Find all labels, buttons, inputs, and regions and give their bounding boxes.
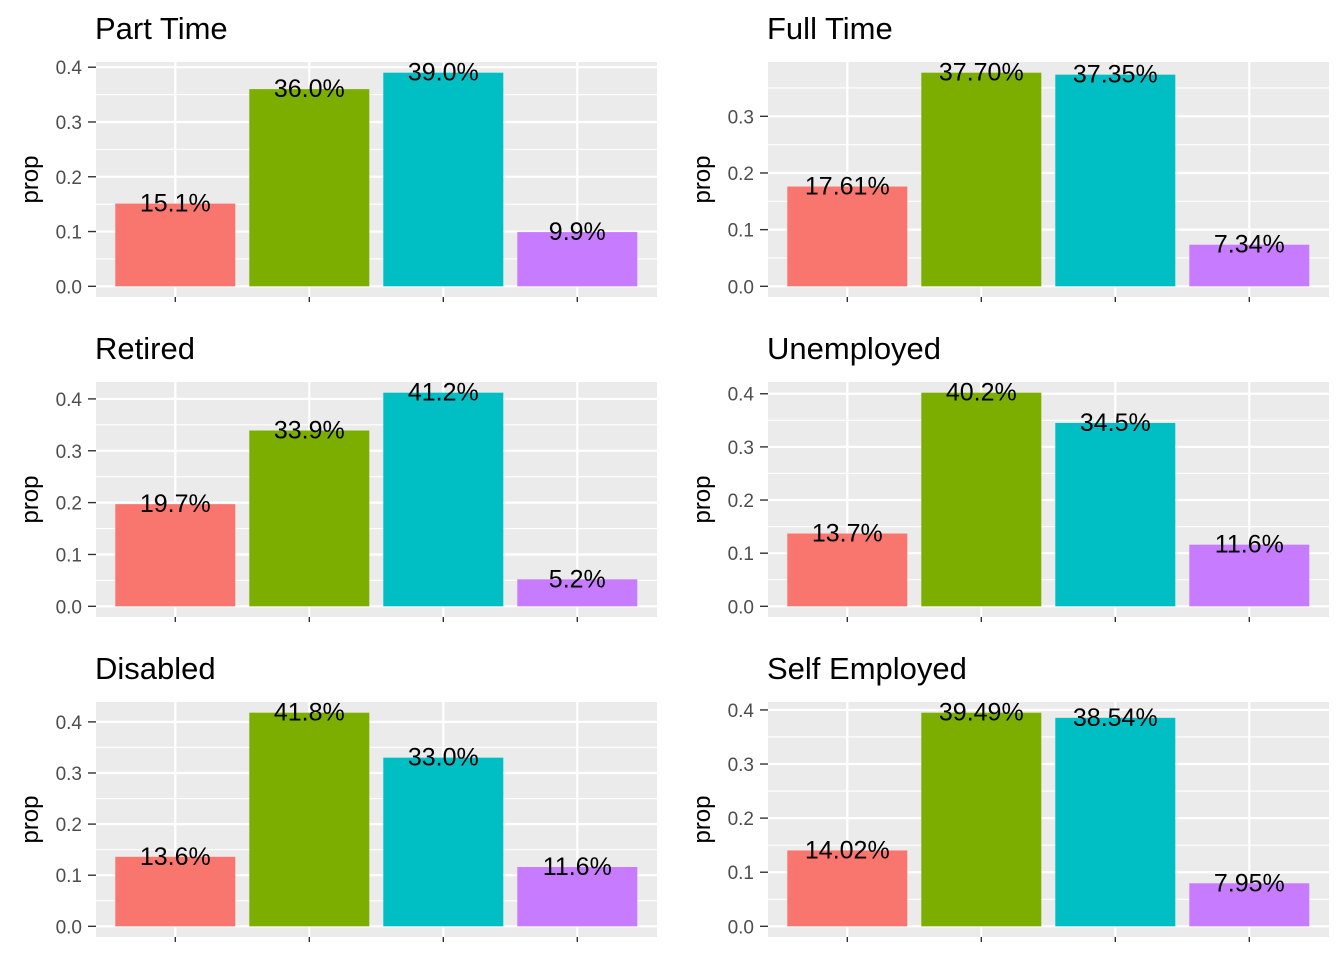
y-tick-label: 0.4	[56, 58, 83, 79]
bar-0	[115, 856, 236, 927]
facet-panel-2: 19.7% 33.9% 41.2% 5.2% 0.0 0.1 0.2 0.3 0.4 prop Re…	[17, 331, 657, 622]
bar-1	[921, 712, 1042, 927]
bar-2	[383, 72, 504, 287]
y-tick-label: 0.0	[728, 917, 754, 938]
bar-0	[787, 850, 908, 927]
y-tick-label: 0.3	[728, 438, 754, 459]
facet-panel-4: 13.6% 41.8% 33.0% 11.6% 0.0 0.1 0.2 0.3 0.4 prop D…	[17, 651, 657, 942]
bar-label-1: 39.49%	[939, 699, 1024, 727]
bar-2	[383, 757, 504, 927]
y-tick-label: 0.2	[728, 491, 754, 512]
panel-title: Self Employed	[767, 651, 967, 686]
panel-title: Disabled	[95, 651, 216, 686]
bar-label-0: 19.7%	[140, 490, 211, 518]
bar-1	[921, 72, 1042, 287]
y-tick-label: 0.4	[728, 385, 755, 406]
y-tick-label: 0.4	[728, 701, 755, 722]
y-tick-label: 0.0	[56, 277, 82, 298]
y-tick-label: 0.3	[56, 764, 82, 785]
y-tick-label: 0.2	[728, 809, 754, 830]
y-axis-title: prop	[689, 155, 716, 203]
bar-label-1: 40.2%	[946, 379, 1017, 407]
bar-3	[1189, 244, 1310, 287]
y-tick-label: 0.1	[728, 544, 754, 565]
bar-label-2: 39.0%	[408, 59, 479, 87]
bar-label-2: 37.35%	[1073, 61, 1158, 89]
bar-label-0: 14.02%	[805, 836, 890, 864]
bar-1	[249, 430, 370, 607]
bar-label-0: 15.1%	[140, 190, 211, 218]
bar-label-1: 36.0%	[274, 75, 345, 103]
bar-0	[787, 186, 908, 287]
panel-title: Retired	[95, 331, 195, 366]
bar-1	[249, 712, 370, 927]
y-tick-label: 0.2	[56, 168, 82, 189]
y-tick-label: 0.3	[728, 755, 754, 776]
y-tick-label: 0.2	[56, 815, 82, 836]
y-tick-label: 0.0	[728, 597, 754, 618]
y-tick-label: 0.1	[728, 863, 754, 884]
bar-label-1: 37.70%	[939, 59, 1024, 87]
y-axis-title: prop	[17, 795, 44, 843]
bar-label-3: 11.6%	[543, 853, 612, 881]
bar-3	[517, 232, 638, 287]
bar-2	[1055, 422, 1176, 607]
y-tick-label: 0.0	[56, 917, 82, 938]
y-tick-label: 0.0	[728, 277, 754, 298]
bar-label-0: 13.6%	[140, 843, 211, 871]
y-tick-label: 0.0	[56, 597, 82, 618]
y-axis-title: prop	[689, 475, 716, 523]
bar-label-2: 38.54%	[1073, 704, 1158, 732]
bar-2	[383, 392, 504, 607]
bar-2	[1055, 74, 1176, 287]
facet-panel-0: 15.1% 36.0% 39.0% 9.9% 0.0 0.1 0.2 0.3 0.4 prop Pa…	[17, 11, 657, 302]
y-axis-title: prop	[17, 155, 44, 203]
y-tick-label: 0.3	[56, 442, 82, 463]
y-tick-label: 0.3	[728, 107, 754, 128]
y-axis-title: prop	[689, 795, 716, 843]
bar-1	[921, 392, 1042, 607]
bar-0	[115, 203, 236, 287]
bar-label-2: 34.5%	[1080, 409, 1151, 437]
y-tick-label: 0.1	[56, 223, 82, 244]
bar-2	[1055, 717, 1176, 927]
bar-0	[115, 504, 236, 607]
bar-label-3: 11.6%	[1215, 531, 1284, 559]
bar-label-3: 5.2%	[549, 565, 606, 593]
y-tick-label: 0.1	[728, 221, 754, 242]
y-tick-label: 0.1	[56, 545, 82, 566]
bar-label-2: 41.2%	[408, 379, 479, 407]
y-tick-label: 0.4	[56, 390, 83, 411]
panel-title: Full Time	[767, 11, 893, 46]
bar-3	[1189, 544, 1310, 607]
y-tick-label: 0.2	[56, 494, 82, 515]
y-tick-label: 0.1	[56, 866, 82, 887]
bar-label-3: 7.34%	[1214, 231, 1285, 259]
bar-3	[1189, 883, 1310, 927]
bar-label-3: 7.95%	[1214, 869, 1285, 897]
bar-0	[787, 533, 908, 607]
panel-title: Unemployed	[767, 331, 941, 366]
y-tick-label: 0.4	[56, 713, 83, 734]
y-tick-label: 0.3	[56, 113, 82, 134]
bar-label-1: 41.8%	[274, 699, 345, 727]
bar-label-1: 33.9%	[274, 417, 345, 445]
bar-3	[517, 579, 638, 607]
bar-label-2: 33.0%	[408, 744, 479, 772]
bar-1	[249, 89, 370, 287]
facet-panel-1: 17.61% 37.70% 37.35% 7.34% 0.0 0.1 0.2 0.3 prop F…	[689, 11, 1329, 302]
y-tick-label: 0.2	[728, 164, 754, 185]
bar-3	[517, 867, 638, 927]
facet-panel-5: 14.02% 39.49% 38.54% 7.95% 0.0 0.1 0.2 0.3 0.4 pr…	[689, 651, 1329, 942]
bar-label-3: 9.9%	[549, 218, 606, 246]
bar-label-0: 17.61%	[805, 173, 890, 201]
bar-label-0: 13.7%	[812, 520, 883, 548]
y-axis-title: prop	[17, 475, 44, 523]
facet-panel-3: 13.7% 40.2% 34.5% 11.6% 0.0 0.1 0.2 0.3 0.4 prop U…	[689, 331, 1329, 622]
panel-title: Part Time	[95, 11, 228, 46]
